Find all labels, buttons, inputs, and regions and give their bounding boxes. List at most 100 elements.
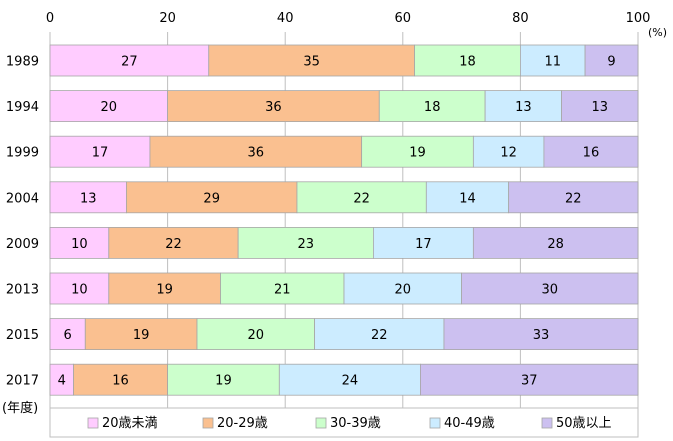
y-category-label: 2009 <box>6 237 39 252</box>
data-label: 18 <box>459 55 476 70</box>
data-label: 24 <box>342 374 359 389</box>
gridlines <box>49 32 639 410</box>
data-label: 14 <box>459 191 476 206</box>
legend-swatch <box>429 417 441 429</box>
bar-segment <box>49 318 86 351</box>
data-label: 18 <box>424 100 441 115</box>
x-axis-ticks: 0 20 40 60 80 100 <box>46 11 651 26</box>
legend-swatch <box>315 417 327 429</box>
data-label: 13 <box>80 191 97 206</box>
bar-segment <box>167 90 380 122</box>
bar-segment <box>126 181 298 214</box>
y-category-label: 1989 <box>6 55 39 70</box>
bar-segment <box>196 318 315 351</box>
legend: 20歳未満 20-29歳 30-39歳 40-49歳 50歳以上 <box>49 407 639 438</box>
bar-segment <box>73 363 168 396</box>
data-label: 11 <box>544 55 561 70</box>
bar-segment <box>508 181 639 214</box>
data-label: 9 <box>607 55 615 70</box>
legend-swatch <box>87 417 99 429</box>
y-category-label: 2004 <box>6 191 39 206</box>
x-tick-label: 0 <box>46 11 54 26</box>
legend-swatch <box>202 417 214 429</box>
data-label: 17 <box>415 237 432 252</box>
data-label: 20 <box>248 328 265 343</box>
x-axis-unit: (%) <box>648 26 667 39</box>
bar-segment <box>584 44 639 77</box>
legend-label: 50歳以上 <box>556 416 612 431</box>
data-label: 4 <box>58 374 66 389</box>
y-category-label: 1994 <box>6 100 39 115</box>
data-label: 12 <box>500 146 517 161</box>
data-label: 36 <box>265 100 282 115</box>
bar-segment <box>49 135 151 168</box>
data-label: 37 <box>521 374 538 389</box>
bar-segment <box>461 272 639 305</box>
y-category-label: 2017 <box>6 374 39 389</box>
data-label: 10 <box>71 237 88 252</box>
data-label: 22 <box>353 191 370 206</box>
data-label: 27 <box>121 55 138 70</box>
y-category-label: 2015 <box>6 328 39 343</box>
bar-segment <box>149 135 363 168</box>
bar-segment <box>472 135 545 168</box>
data-label: 13 <box>592 100 609 115</box>
legend-swatch <box>541 417 553 429</box>
bar-segment <box>361 135 474 168</box>
bar-segment <box>49 44 210 77</box>
bar-segment <box>84 318 198 351</box>
bar-segment <box>520 44 586 77</box>
data-label: 6 <box>63 328 71 343</box>
x-tick-label: 60 <box>395 11 412 26</box>
x-tick-label: 40 <box>277 11 294 26</box>
legend-box <box>49 407 639 438</box>
data-label: 16 <box>112 374 129 389</box>
bar-segment <box>543 135 639 168</box>
data-label: 21 <box>274 283 291 298</box>
bar-segment <box>49 272 110 305</box>
data-label: 19 <box>133 328 150 343</box>
data-label: 19 <box>409 146 426 161</box>
data-label: 10 <box>71 283 88 298</box>
data-label: 28 <box>547 237 564 252</box>
legend-label: 20歳未満 <box>102 416 158 431</box>
legend-label: 20-29歳 <box>217 416 268 431</box>
bar-segment <box>443 318 639 351</box>
x-tick-label: 20 <box>159 11 176 26</box>
bar-segment <box>167 363 280 396</box>
data-label: 20 <box>101 100 118 115</box>
bar-segment <box>278 363 421 396</box>
bar-segment <box>472 226 639 259</box>
data-label: 13 <box>515 100 532 115</box>
legend-label: 30-39歳 <box>330 416 381 431</box>
bar-segment <box>49 90 168 122</box>
data-label: 22 <box>165 237 182 252</box>
data-label: 19 <box>156 283 173 298</box>
bar-segment <box>372 226 474 259</box>
data-label: 16 <box>583 146 600 161</box>
data-label: 20 <box>395 283 412 298</box>
bar-segment <box>378 90 486 122</box>
x-tick-label: 80 <box>512 11 529 26</box>
data-label: 23 <box>298 237 315 252</box>
data-label: 30 <box>542 283 559 298</box>
data-label: 29 <box>203 191 220 206</box>
data-label: 17 <box>92 146 109 161</box>
bar-segment <box>49 226 110 259</box>
y-category-label: 2013 <box>6 283 39 298</box>
x-tick-label: 100 <box>626 11 651 26</box>
data-label: 36 <box>248 146 265 161</box>
bar-segment <box>484 90 562 122</box>
bars: 27 35 18 11 9 20 36 18 13 13 17 36 19 12 16 13 29 22 14 22 1… <box>49 44 639 396</box>
data-label: 33 <box>533 328 550 343</box>
bar-segment <box>220 272 345 305</box>
data-label: 35 <box>303 55 320 70</box>
data-label: 22 <box>371 328 388 343</box>
bar-segment <box>108 272 221 305</box>
y-axis-label: (年度) <box>2 400 38 416</box>
data-label: 19 <box>215 374 232 389</box>
bar-segment <box>561 90 639 122</box>
bar-segment <box>237 226 374 259</box>
